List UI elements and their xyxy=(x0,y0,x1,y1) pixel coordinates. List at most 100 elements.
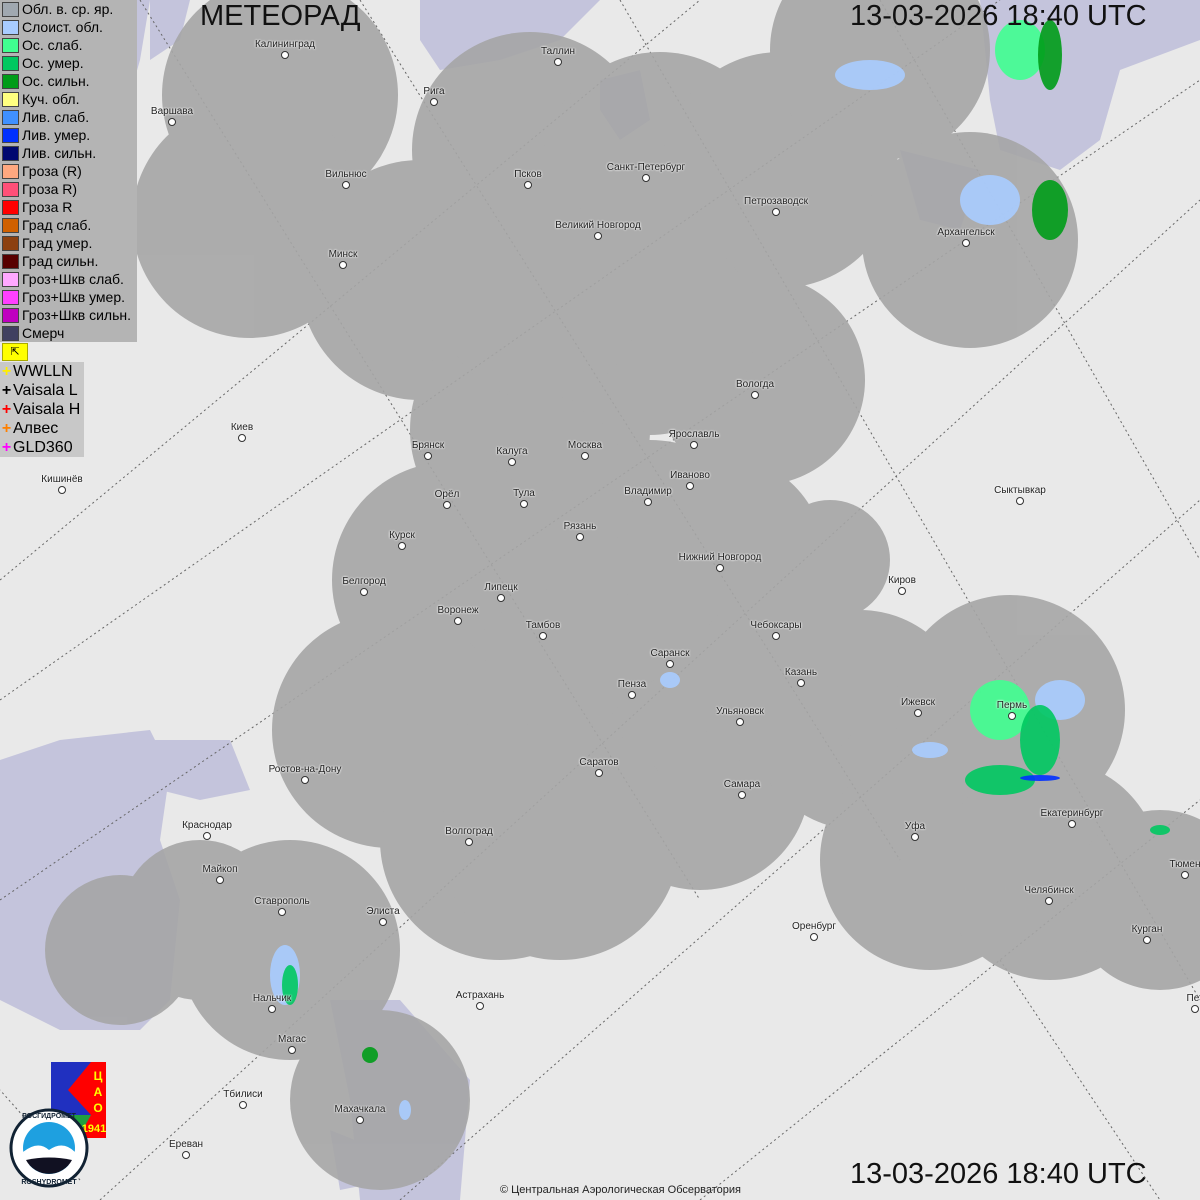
city-marker-icon xyxy=(1008,712,1016,720)
legend-swatch xyxy=(2,325,19,341)
legend-item: Град сильн. xyxy=(0,252,133,270)
radar-coverage-area xyxy=(290,1010,470,1190)
city-label: Ставрополь xyxy=(254,896,310,907)
city-label: Варшава xyxy=(150,106,194,117)
city-marker-icon xyxy=(576,533,584,541)
legend-item: Лив. сильн. xyxy=(0,144,133,162)
city-marker-icon xyxy=(268,1005,276,1013)
legend-swatch xyxy=(2,19,19,35)
city-marker-icon xyxy=(898,587,906,595)
city-label: Архангельск xyxy=(937,227,995,238)
legend-item: Ос. умер. xyxy=(0,54,133,72)
city-label: Курган xyxy=(1131,924,1163,935)
city-marker-icon xyxy=(168,118,176,126)
city-marker-icon xyxy=(430,98,438,106)
city-marker-icon xyxy=(339,261,347,269)
legend-item: Гроз+Шкв слаб. xyxy=(0,270,133,288)
legend-item: Лив. слаб. xyxy=(0,108,133,126)
city-label: Киев xyxy=(230,422,254,433)
legend-label: Смерч xyxy=(22,325,65,341)
city-marker-icon xyxy=(772,632,780,640)
city-label: Тула xyxy=(513,488,535,499)
city-label: Сыктывкар xyxy=(994,485,1046,496)
legend-label: Гроз+Шкв умер. xyxy=(22,289,126,305)
legend-label: Слоист. обл. xyxy=(22,19,103,35)
lightning-network-item[interactable]: + Vaisala L xyxy=(0,381,80,400)
city-marker-icon xyxy=(751,391,759,399)
city-label: Владимир xyxy=(624,486,672,497)
city-marker-icon xyxy=(810,933,818,941)
city-label: Краснодар xyxy=(182,820,232,831)
lightning-network-item[interactable]: + Алвес xyxy=(0,419,80,438)
city-label: Вильнюс xyxy=(325,169,367,180)
lightning-network-label: Алвес xyxy=(13,420,59,437)
legend-item: Гроза R xyxy=(0,198,133,216)
lightning-network-item[interactable]: + GLD360 xyxy=(0,438,80,457)
city-label: Таллин xyxy=(541,46,575,57)
city-marker-icon xyxy=(216,876,224,884)
city-label: Чебоксары xyxy=(750,620,802,631)
city-label: Пермь xyxy=(996,700,1028,711)
radar-coverage-area xyxy=(690,590,870,770)
legend-swatch xyxy=(2,127,19,143)
legend-label: Ос. сильн. xyxy=(22,73,90,89)
city-marker-icon xyxy=(736,718,744,726)
radar-echo xyxy=(362,1047,378,1063)
city-label: Махачкала xyxy=(334,1104,386,1115)
svg-text:ROSHYDROMET: ROSHYDROMET xyxy=(21,1179,77,1186)
city-label: Астрахань xyxy=(455,990,505,1001)
legend-item: Гроза R) xyxy=(0,180,133,198)
legend-label: Град сильн. xyxy=(22,253,99,269)
lightning-legend: + WWLLN + Vaisala L + Vaisala H + Алвес + GLD360 xyxy=(0,362,85,457)
cross-icon: + xyxy=(1,363,12,380)
city-label: Уфа xyxy=(904,821,926,832)
legend-label: Ос. умер. xyxy=(22,55,84,71)
legend-swatch xyxy=(2,307,19,323)
lightning-network-item[interactable]: + WWLLN xyxy=(0,362,80,381)
city-marker-icon xyxy=(524,181,532,189)
city-label: Липецк xyxy=(484,582,518,593)
radar-coverage xyxy=(45,0,1200,1190)
radar-echo xyxy=(399,1100,411,1120)
svg-text:Ц: Ц xyxy=(94,1069,103,1083)
city-marker-icon xyxy=(686,482,694,490)
legend-label: Гроз+Шкв сильн. xyxy=(22,307,131,323)
lightning-network-label: Vaisala L xyxy=(13,382,78,399)
city-label: Оренбург xyxy=(791,921,837,932)
page-title: МЕТЕОРАД xyxy=(200,0,361,32)
city-label: Элиста xyxy=(366,906,400,917)
legend-item: Слоист. обл. xyxy=(0,18,133,36)
flag-toggle-icon[interactable]: ⇱ xyxy=(2,343,28,361)
legend-label: Лив. слаб. xyxy=(22,109,90,125)
city-marker-icon xyxy=(581,452,589,460)
graticule-line xyxy=(0,0,701,581)
city-marker-icon xyxy=(424,452,432,460)
city-marker-icon xyxy=(594,232,602,240)
city-label: Пет xyxy=(1186,993,1200,1004)
legend-label: Гроза R) xyxy=(22,181,78,197)
lightning-network-item[interactable]: + Vaisala H xyxy=(0,400,80,419)
city-marker-icon xyxy=(356,1116,364,1124)
radar-coverage-area xyxy=(770,500,890,620)
radar-echo xyxy=(660,672,680,688)
city-label: Великий Новгород xyxy=(555,220,641,231)
city-marker-icon xyxy=(595,769,603,777)
legend-swatch xyxy=(2,235,19,251)
legend-swatch xyxy=(2,109,19,125)
city-label: Белгород xyxy=(342,576,386,587)
city-label: Санкт-Петербург xyxy=(606,162,686,173)
cross-icon: + xyxy=(1,401,12,418)
legend-item: Куч. обл. xyxy=(0,90,133,108)
lightning-network-label: GLD360 xyxy=(13,439,73,456)
roshydromet-logo: РОСГИДРОМЕТ ROSHYDROMET xyxy=(9,1108,89,1188)
city-marker-icon xyxy=(454,617,462,625)
cross-icon: + xyxy=(1,420,12,437)
city-label: Курск xyxy=(389,530,415,541)
water-body xyxy=(150,740,250,800)
legend-label: Град слаб. xyxy=(22,217,92,233)
city-marker-icon xyxy=(476,1002,484,1010)
city-marker-icon xyxy=(539,632,547,640)
city-label: Нижний Новгород xyxy=(678,552,762,563)
legend-item: Гроз+Шкв сильн. xyxy=(0,306,133,324)
